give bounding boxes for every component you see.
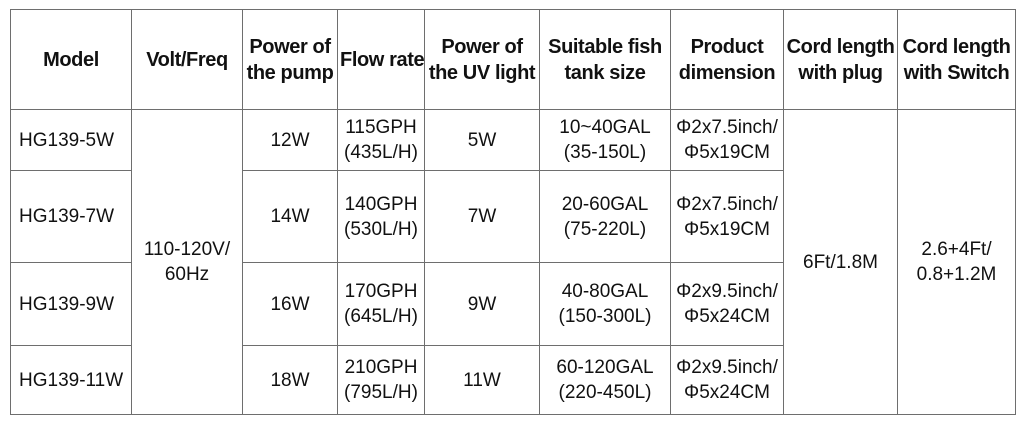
flow-rate-cell: 170GPH (645L/H) (337, 262, 425, 346)
header-row: Model Volt/Freq Power of the pump Flow ra… (10, 9, 1016, 110)
model-cell: HG139-5W (10, 109, 132, 171)
model-cell: HG139-11W (10, 345, 132, 415)
header-pump-power: Power of the pump (242, 9, 338, 110)
header-cord-plug: Cord length with plug (783, 9, 898, 110)
dimension-cell: Φ2x7.5inch/Φ5x19CM (670, 170, 784, 263)
flow-rate-cell: 210GPH (795L/H) (337, 345, 425, 415)
tank-size-cell: 40-80GAL (150-300L) (539, 262, 671, 346)
header-flow-rate: Flow rate (337, 9, 425, 110)
table-row: HG139-5W 110-120V/60Hz 12W 115GPH (435L/H… (10, 109, 1016, 415)
tank-size-cell: 20-60GAL (75-220L) (539, 170, 671, 263)
table-row: HG139-7W 14W 140GPH (530L/H) 7W 20-60GAL(… (10, 170, 1016, 263)
table-row: HG139-9W 16W 170GPH (645L/H) 9W 40-80GAL(… (10, 262, 1016, 346)
table-row: HG139-11W 18W 210GPH (795L/H) 11W 60-120G… (10, 345, 1016, 415)
dimension-cell: Φ2x9.5inch/Φ5x24CM (670, 262, 784, 346)
pump-power-cell: 18W (242, 345, 338, 415)
tank-size-cell: 10~40GAL (35-150L) (539, 109, 671, 171)
volt-freq-cell: 110-120V/60Hz (131, 109, 243, 415)
header-uv-power: Power of the UV light (424, 9, 540, 110)
uv-power-cell: 7W (424, 170, 540, 263)
flow-rate-cell: 115GPH (435L/H) (337, 109, 425, 171)
header-tank-size: Suitable fish tank size (539, 9, 671, 110)
cord-plug-cell: 6Ft/1.8M (783, 109, 898, 415)
flow-rate-cell: 140GPH (530L/H) (337, 170, 425, 263)
dimension-cell: Φ2x7.5inch/Φ5x19CM (670, 109, 784, 171)
header-dimension: Product dimension (670, 9, 784, 110)
model-cell: HG139-7W (10, 170, 132, 263)
header-model: Model (10, 9, 132, 110)
pump-power-cell: 12W (242, 109, 338, 171)
tank-size-cell: 60-120GAL (220-450L) (539, 345, 671, 415)
uv-power-cell: 11W (424, 345, 540, 415)
uv-power-cell: 5W (424, 109, 540, 171)
uv-power-cell: 9W (424, 262, 540, 346)
cord-switch-cell: 2.6+4Ft/0.8+1.2M (897, 109, 1016, 415)
model-cell: HG139-9W (10, 262, 132, 346)
pump-power-cell: 16W (242, 262, 338, 346)
spec-table: Model Volt/Freq Power of the pump Flow ra… (10, 9, 1016, 415)
pump-power-cell: 14W (242, 170, 338, 263)
header-cord-switch: Cord length with Switch (897, 9, 1016, 110)
header-volt-freq: Volt/Freq (131, 9, 243, 110)
dimension-cell: Φ2x9.5inch/Φ5x24CM (670, 345, 784, 415)
